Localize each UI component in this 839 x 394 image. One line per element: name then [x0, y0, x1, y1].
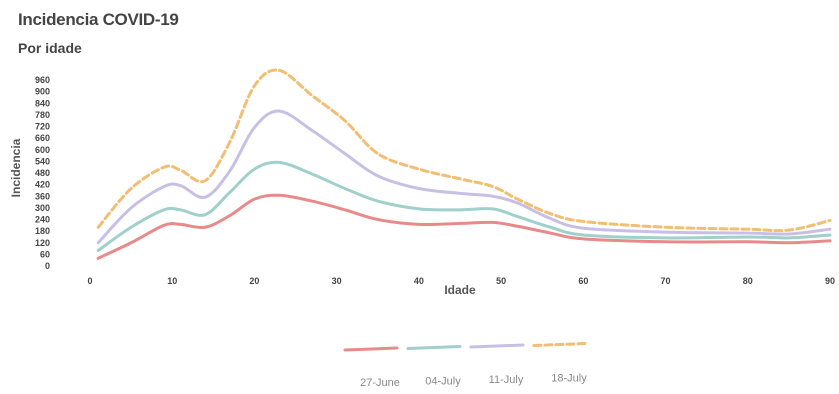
y-tick-label: 420 [35, 180, 50, 190]
y-axis-label: Incidencia [9, 138, 23, 197]
x-tick-label: 0 [87, 276, 92, 286]
y-tick-label: 660 [35, 133, 50, 143]
series-line-18-july [96, 68, 832, 233]
y-tick-label: 780 [35, 110, 50, 120]
legend-swatch [532, 342, 588, 347]
y-tick-label: 720 [35, 122, 50, 132]
y-tick-label: 540 [35, 156, 50, 166]
y-tick-label: 60 [40, 249, 50, 259]
y-tick-label: 600 [35, 145, 50, 155]
legend-swatch [469, 343, 525, 349]
series-line-27-june [96, 193, 832, 260]
y-tick-label: 300 [35, 203, 50, 213]
y-tick-label: 360 [35, 191, 50, 201]
x-axis-label: Idade [444, 283, 476, 297]
y-tick-label: 840 [35, 98, 50, 108]
x-tick-label: 50 [496, 276, 506, 286]
y-tick-label: 120 [35, 238, 50, 248]
y-tick-label: 180 [35, 226, 50, 236]
x-tick-label: 30 [332, 276, 342, 286]
x-tick-label: 60 [578, 276, 588, 286]
x-tick-label: 10 [167, 276, 177, 286]
series-line-04-july [96, 160, 832, 252]
x-tick-label: 80 [743, 276, 753, 286]
chart-subtitle: Por idade [18, 40, 82, 56]
y-tick-label: 480 [35, 168, 50, 178]
legend-label: 27-June [360, 377, 400, 389]
legend-label: 04-July [425, 376, 461, 388]
series-line-11-july [96, 109, 832, 245]
legend-label: 11-July [489, 374, 524, 386]
chart-title: Incidencia COVID-19 [18, 10, 179, 29]
legend-swatch [406, 345, 462, 350]
x-tick-label: 20 [249, 276, 259, 286]
y-tick-label: 0 [45, 261, 50, 271]
x-tick-label: 70 [661, 276, 671, 286]
legend-label: 18-July [551, 373, 587, 385]
x-tick-label: 40 [414, 276, 424, 286]
legend-swatch [343, 346, 399, 352]
y-tick-label: 900 [35, 87, 50, 97]
y-tick-label: 960 [35, 75, 50, 85]
x-tick-label: 90 [825, 276, 835, 286]
y-tick-label: 240 [35, 215, 50, 225]
